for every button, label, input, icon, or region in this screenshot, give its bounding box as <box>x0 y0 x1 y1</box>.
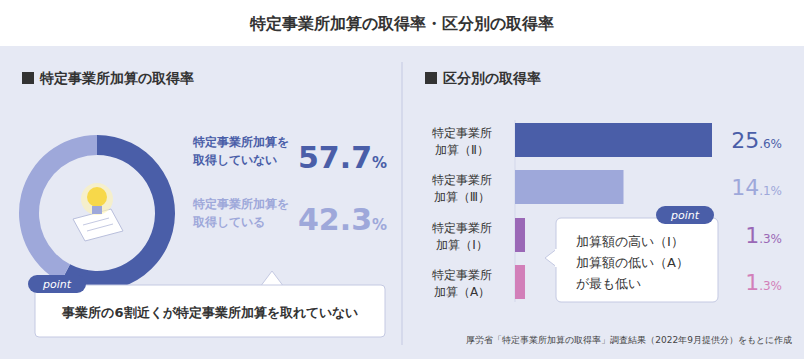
value-main: 14 <box>731 175 759 200</box>
value-suffix: % <box>372 154 387 172</box>
value-main: 25 <box>731 128 759 153</box>
text-line: 加算（Ⅰ） <box>436 238 488 252</box>
text-line: 特定事業所 <box>432 173 492 187</box>
text-line: 特定事業所 <box>432 126 492 140</box>
text-line: 加算（Ⅲ） <box>434 190 490 204</box>
data-label: 25.6% <box>731 128 782 153</box>
bar <box>515 218 525 252</box>
callout-joint <box>555 249 559 267</box>
text-line: 加算額の低い（A） <box>576 255 689 270</box>
icon-line <box>87 224 113 231</box>
heading-square <box>425 72 437 84</box>
data-label: 14.1% <box>731 175 782 200</box>
category-label: 特定事業所加算（A） <box>432 268 492 299</box>
callout-box <box>556 218 718 302</box>
data-label: 57.7% <box>298 140 387 175</box>
value-main: 57.7 <box>298 140 372 175</box>
heading-square <box>22 72 34 84</box>
value-main: 1 <box>745 270 759 295</box>
text-line: 加算（Ⅱ） <box>435 143 489 157</box>
icon-glow <box>81 183 113 215</box>
text-line: 取得していない <box>192 153 277 167</box>
chart-title: 特定事業所加算の取得率 <box>39 70 194 86</box>
data-label: 1.3% <box>745 270 782 295</box>
icon-line <box>83 218 109 225</box>
source: 厚労省「特定事業所加算の取得率」調査結果（2022年9月提供分）をもとに作成 <box>466 335 792 345</box>
value-suffix: % <box>372 216 387 234</box>
category-label: 特定事業所加算（Ⅲ） <box>432 173 492 204</box>
callout-tag <box>656 206 714 224</box>
callout-tag-text: point <box>42 278 72 291</box>
data-label: 1.3% <box>745 223 782 248</box>
text-line: 取得している <box>192 215 265 229</box>
icon-bulb <box>87 187 107 207</box>
category-label: 特定事業所加算（Ⅱ） <box>432 126 492 157</box>
donut-slice <box>61 135 175 291</box>
text-line: 特定事業所 <box>432 268 492 282</box>
icon-base <box>92 206 102 214</box>
category-label: 特定事業所加算（Ⅰ） <box>432 221 492 252</box>
callout-tag <box>28 275 86 293</box>
text-line: 事業所の6割近くが特定事業所加算を取れていない <box>61 305 357 320</box>
divider <box>402 62 403 345</box>
bar <box>515 123 712 157</box>
main-title: 特定事業所加算の取得率・区分別の取得率 <box>249 14 554 33</box>
callout-box <box>35 285 385 337</box>
background <box>0 0 804 359</box>
value-main: 1 <box>745 223 759 248</box>
text-line: 加算額の高い（Ⅰ） <box>576 234 684 249</box>
annotation: 加算額の高い（Ⅰ） 加算額の低い（A） が最も低い <box>576 234 689 291</box>
category-label: 特定事業所加算を取得していない <box>192 135 289 167</box>
text-line: が最も低い <box>576 276 641 291</box>
category-label: 特定事業所加算を取得している <box>192 197 289 229</box>
callout-joint <box>261 286 283 289</box>
chart-title: 区分別の取得率 <box>443 70 541 86</box>
bar <box>515 170 624 204</box>
text-line: 特定事業所 <box>432 221 492 235</box>
value-suffix: .1% <box>759 184 782 198</box>
callout-tag-text: point <box>670 209 700 222</box>
bar <box>515 265 525 299</box>
data-label: 42.3% <box>298 202 387 237</box>
text-line: 特定事業所加算を <box>192 197 289 211</box>
value-suffix: .3% <box>759 232 782 246</box>
value-suffix: .3% <box>759 279 782 293</box>
icon <box>73 183 123 241</box>
value-main: 42.3 <box>298 202 372 237</box>
value-suffix: .6% <box>759 137 782 151</box>
text-line: 加算（A） <box>434 285 490 299</box>
title-band <box>0 0 804 46</box>
annotation: 事業所の6割近くが特定事業所加算を取れていない <box>61 305 357 320</box>
text-line: 特定事業所加算を <box>192 135 289 149</box>
callout-pointer <box>545 248 558 268</box>
